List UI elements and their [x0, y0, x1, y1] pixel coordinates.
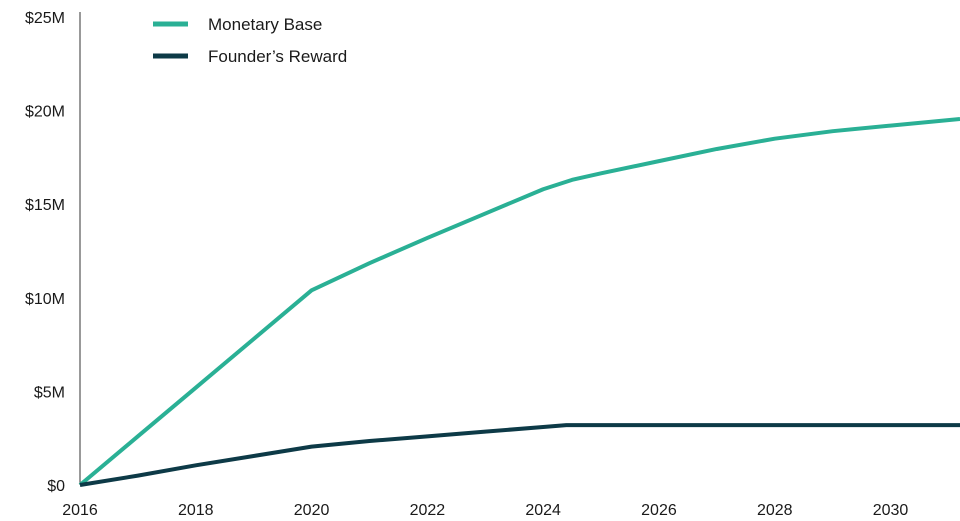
- x-tick-label: 2024: [525, 502, 561, 519]
- y-tick-label: $25M: [25, 10, 65, 27]
- x-tick-label: 2022: [410, 502, 446, 519]
- x-tick-label: 2018: [178, 502, 214, 519]
- y-tick-label: $10M: [25, 291, 65, 308]
- y-tick-label: $20M: [25, 104, 65, 121]
- y-tick-label: $5M: [34, 384, 65, 401]
- x-tick-label: 2030: [873, 502, 909, 519]
- y-axis-ticks: $0 $5M $10M $15M $20M $25M: [25, 10, 65, 495]
- x-tick-label: 2016: [62, 502, 98, 519]
- series-line-founders-reward: [79, 423, 960, 487]
- y-tick-label: $15M: [25, 197, 65, 214]
- x-tick-label: 2028: [757, 502, 793, 519]
- legend: Monetary Base Founder’s Reward: [153, 15, 347, 66]
- y-tick-label: $0: [47, 478, 65, 495]
- series-line-monetary-base: [78, 117, 960, 487]
- legend-label: Founder’s Reward: [208, 47, 347, 66]
- legend-label: Monetary Base: [208, 15, 322, 34]
- series-group: [78, 117, 960, 487]
- x-tick-label: 2026: [641, 502, 677, 519]
- x-axis-ticks: 2016 2018 2020 2022 2024 2026 2028 2030: [62, 502, 908, 519]
- x-tick-label: 2020: [294, 502, 330, 519]
